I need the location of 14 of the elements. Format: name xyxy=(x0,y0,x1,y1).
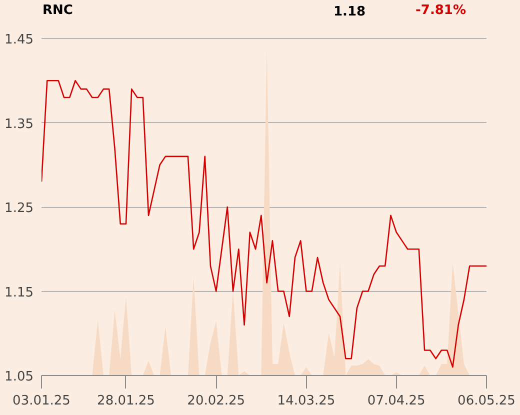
x-tick-label: 20.02.25 xyxy=(187,394,246,408)
x-tick-label: 07.04.25 xyxy=(367,394,426,408)
y-tick-label: 1.15 xyxy=(4,285,34,300)
y-tick-label: 1.05 xyxy=(4,370,34,384)
y-tick-label: 1.45 xyxy=(4,32,34,48)
x-tick-label: 14.03.25 xyxy=(277,394,336,408)
x-tick-label: 03.01.25 xyxy=(12,394,70,408)
chart-title: RNC xyxy=(42,3,73,18)
x-tick-label: 06.05.25 xyxy=(458,394,516,408)
y-tick-label: 1.35 xyxy=(4,116,34,132)
text: -7.81% xyxy=(416,3,466,18)
x-tick-label: 28.01.25 xyxy=(97,394,155,408)
y-tick-label: 1.25 xyxy=(4,201,34,216)
text: 1.18 xyxy=(334,4,366,20)
